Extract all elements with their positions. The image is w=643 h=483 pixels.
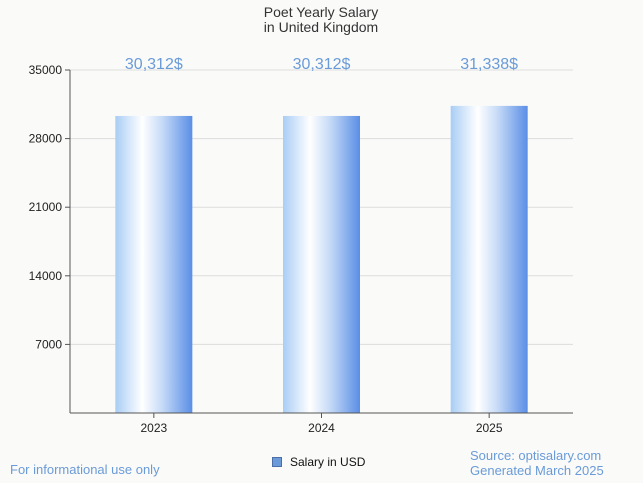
data-label: 31,338$ xyxy=(460,56,518,73)
y-tick-label: 28000 xyxy=(29,132,63,146)
y-tick-label: 35000 xyxy=(29,63,63,77)
bars xyxy=(115,105,528,414)
bar-2023 xyxy=(115,115,193,414)
y-tick-label: 21000 xyxy=(29,200,63,214)
generated-text: Generated March 2025 xyxy=(470,463,604,478)
disclaimer-text: For informational use only xyxy=(10,462,160,477)
data-label: 30,312$ xyxy=(125,56,183,73)
y-tick-label: 7000 xyxy=(35,337,62,351)
labels: 7000 14000 21000 28000 35000 2023 30,312$ 2024 3… xyxy=(29,56,519,435)
legend-swatch xyxy=(272,457,282,467)
source-text: Source: optisalary.com xyxy=(470,448,602,463)
source-block: Source: optisalary.com Generated March 2… xyxy=(470,448,604,478)
y-tick-label: 14000 xyxy=(29,269,63,283)
data-label: 30,312$ xyxy=(293,56,351,73)
x-tick-label: 2025 xyxy=(476,421,503,435)
legend-label: Salary in USD xyxy=(290,455,366,469)
chart-title-line-2: in United Kingdom xyxy=(264,19,378,35)
bar-2025 xyxy=(450,105,528,413)
x-tick-label: 2023 xyxy=(140,421,167,435)
bar-2024 xyxy=(283,115,360,414)
legend: Salary in USD xyxy=(272,455,365,469)
axes xyxy=(65,69,573,418)
x-tick-label: 2024 xyxy=(308,421,335,435)
chart-title-line-1: Poet Yearly Salary xyxy=(264,4,378,20)
